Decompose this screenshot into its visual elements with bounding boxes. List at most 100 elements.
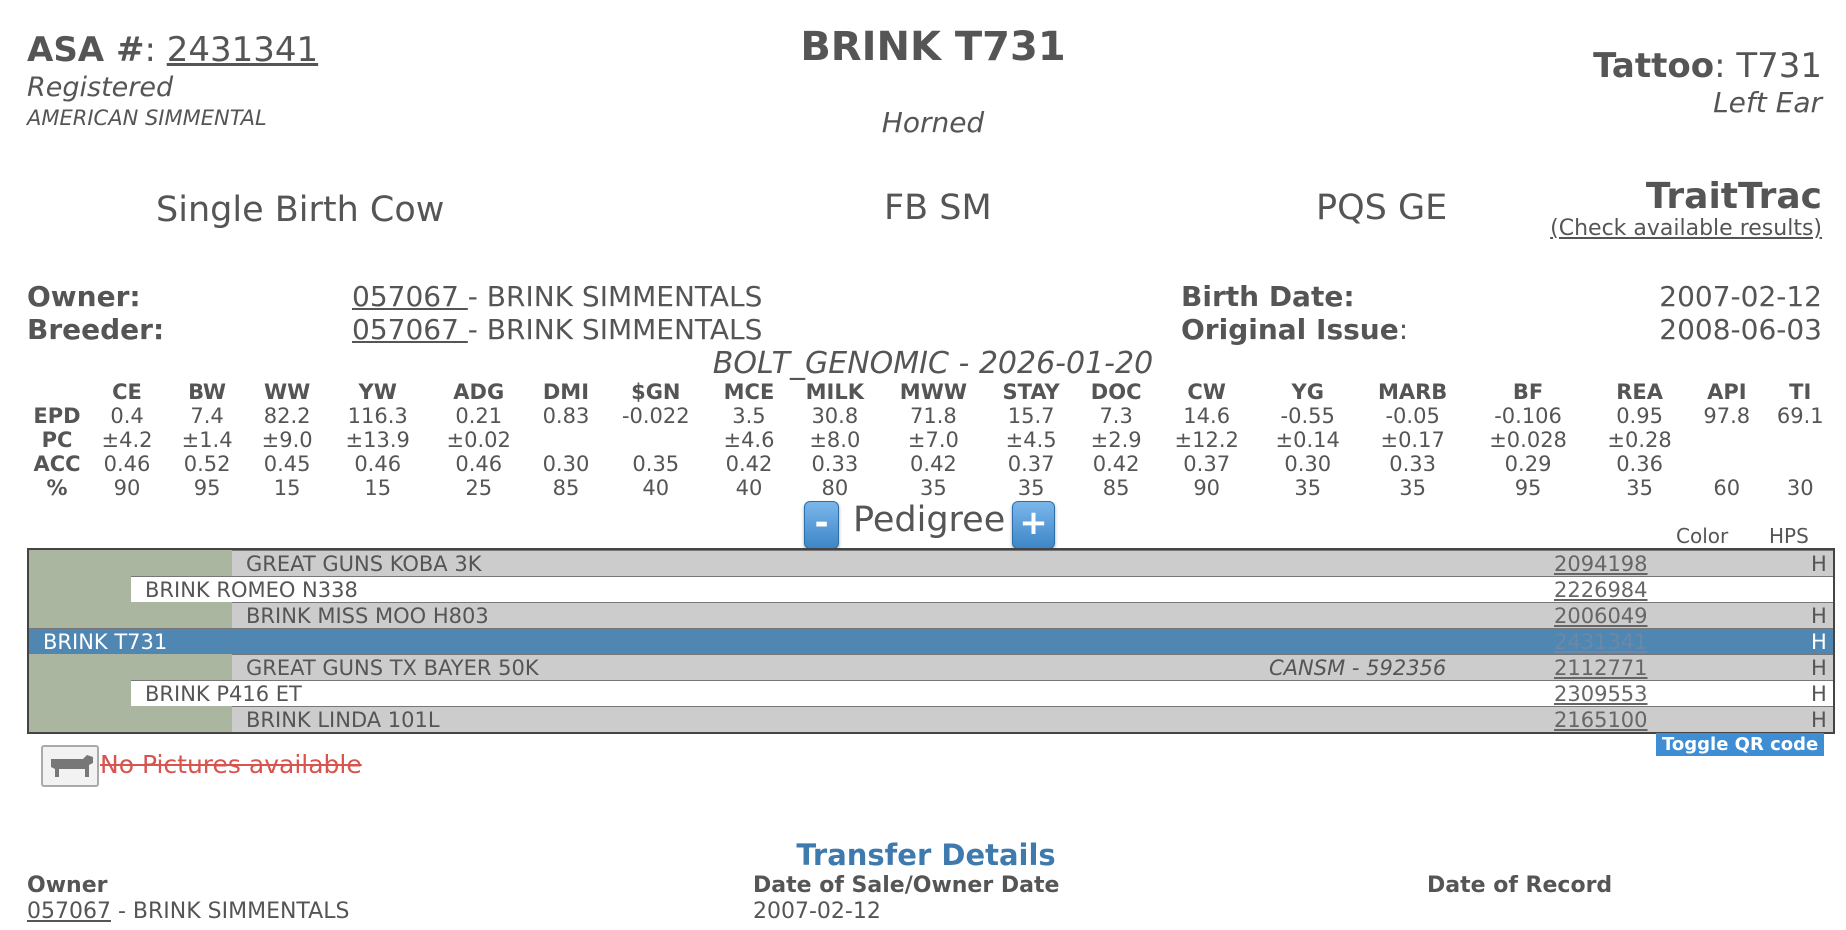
epd-cell — [1764, 428, 1838, 452]
epd-cell — [1690, 452, 1763, 476]
epd-column-header: CE — [112, 380, 142, 404]
pedigree-registration-link[interactable]: 2309553 — [1554, 682, 1648, 706]
epd-cell: 0.95 — [1616, 404, 1663, 428]
epd-cell: 0.42 — [725, 452, 773, 476]
pedigree-row: BRINK LINDA 101L 2165100 H — [232, 706, 1833, 732]
epd-cell: 0.33 — [811, 452, 859, 476]
transfer-owner-value: 057067 - BRINK SIMMENTALS — [27, 899, 349, 924]
pedigree-row: BRINK ROMEO N338 2226984 — [131, 576, 1833, 602]
epd-cell: 0.83 — [542, 404, 590, 428]
pedigree-expand-button[interactable]: + — [1012, 501, 1055, 549]
pedigree-hps: H — [1811, 682, 1827, 706]
original-issue-value: 2008-06-03 — [1659, 313, 1822, 346]
epd-cell: 0.42 — [910, 452, 957, 476]
epd-column-header: YW — [358, 380, 397, 404]
epd-cell: 15 — [364, 476, 392, 500]
epd-cell: 0.33 — [1389, 452, 1437, 476]
epd-cell: -0.55 — [1280, 404, 1335, 428]
epd-header-row: CE BW WW YW ADG DMI $GN MCE MILK MWW STAY DOC CW YG MA… — [27, 380, 1837, 404]
pedigree-animal-name: BRINK T731 — [43, 630, 168, 654]
epd-cell: 80 — [821, 476, 849, 500]
epd-column-header: MCE — [723, 380, 775, 404]
epd-cell — [529, 428, 602, 452]
epd-cell: 35 — [1399, 476, 1427, 500]
birth-type: Single Birth Cow — [156, 190, 445, 230]
transfer-sale-date: 2007-02-12 — [753, 899, 881, 924]
original-issue-label: Original Issue: — [1181, 313, 1409, 346]
breeder-id-link[interactable]: 057067 — [352, 313, 468, 346]
epd-cell: 0.52 — [183, 452, 231, 476]
pedigree-registration-link[interactable]: 2006049 — [1554, 604, 1648, 628]
pedigree-row: GREAT GUNS KOBA 3K 2094198 H — [232, 550, 1833, 576]
pedigree-registration-link[interactable]: 2094198 — [1554, 552, 1648, 576]
pedigree-registration-link[interactable]: 2165100 — [1554, 708, 1648, 732]
epd-cell: 0.42 — [1092, 452, 1140, 476]
epd-cell: 35 — [1294, 476, 1322, 500]
epd-cell: 0.46 — [354, 452, 402, 476]
transfer-date-header: Date of Sale/Owner Date — [753, 873, 1060, 898]
epd-cell: 30 — [1786, 476, 1814, 500]
pedigree-registration-link[interactable]: 2226984 — [1554, 578, 1648, 602]
pedigree-registration-link[interactable]: 2431341 — [1554, 630, 1648, 654]
epd-cell: 0.45 — [263, 452, 311, 476]
epd-cell: 71.8 — [910, 404, 957, 428]
epd-column-header: CW — [1187, 380, 1226, 404]
epd-cell: 0.4 — [110, 404, 144, 428]
epd-cell: 0.37 — [1007, 452, 1055, 476]
epd-cell: -0.05 — [1385, 404, 1440, 428]
epd-cell: ±1.4 — [181, 428, 233, 452]
epd-cell: ±4.2 — [101, 428, 153, 452]
registration-status: Registered — [27, 72, 174, 103]
epd-cell: ±12.2 — [1174, 428, 1239, 452]
epd-cell: 14.6 — [1183, 404, 1231, 428]
epd-cell: ±4.6 — [723, 428, 775, 452]
epd-cell: 95 — [193, 476, 221, 500]
breeder-name: - BRINK SIMMENTALS — [467, 313, 763, 346]
epd-cell — [1690, 428, 1763, 452]
epd-cell: 69.1 — [1776, 404, 1824, 428]
breed-code: FB SM — [884, 188, 992, 228]
transfer-owner-name: - BRINK SIMMENTALS — [110, 899, 350, 924]
epd-column-header: $GN — [631, 380, 681, 404]
epd-cell: 85 — [552, 476, 580, 500]
toggle-qr-code-button[interactable]: Toggle QR code — [1656, 733, 1825, 756]
tattoo-label: Tattoo — [1593, 46, 1715, 86]
epd-column-header: MILK — [805, 380, 864, 404]
owner-value: 057067 - BRINK SIMMENTALS — [352, 280, 762, 313]
birth-date-label: Birth Date: — [1181, 280, 1355, 313]
epd-cell: -0.106 — [1494, 404, 1562, 428]
epd-cell: 0.30 — [542, 452, 590, 476]
epd-cell: 0.36 — [1616, 452, 1663, 476]
traittrac-results-link[interactable]: (Check available results) — [1550, 216, 1822, 241]
owner-name: - BRINK SIMMENTALS — [467, 280, 763, 313]
pedigree-registration-link[interactable]: 2112771 — [1554, 656, 1648, 680]
asa-number-link[interactable]: 2431341 — [166, 30, 319, 70]
owner-id-link[interactable]: 057067 — [352, 280, 468, 313]
pedigree-animal-name: BRINK MISS MOO H803 — [246, 604, 489, 628]
pedigree-hps: H — [1811, 552, 1827, 576]
epd-cell: -0.022 — [621, 404, 690, 428]
color-column-header: Color — [1676, 524, 1729, 548]
epd-column-header: YG — [1291, 380, 1324, 404]
epd-cell: ±7.0 — [907, 428, 959, 452]
epd-cell: 97.8 — [1703, 404, 1751, 428]
traittrac-title: TraitTrac — [1645, 176, 1822, 217]
epd-cell: 0.35 — [632, 452, 680, 476]
epd-row: % 90 95 15 15 25 85 40 40 80 35 35 85 90 35 35 95 35 60 30 — [27, 476, 1837, 500]
transfer-owner-link[interactable]: 057067 — [27, 899, 111, 924]
epd-column-header: DOC — [1090, 380, 1142, 404]
epd-column-header: TI — [1789, 380, 1812, 404]
pedigree-subject-row: BRINK T731 2431341 H — [29, 628, 1833, 654]
epd-cell: 0.21 — [455, 404, 503, 428]
animal-name: BRINK T731 — [800, 24, 1066, 70]
pedigree-hps: H — [1811, 708, 1827, 732]
epd-body: EPD 0.4 7.4 82.2 116.3 0.21 0.83 -0.022 3.5 30.8 7… — [27, 404, 1837, 500]
pedigree-animal-name: GREAT GUNS KOBA 3K — [246, 552, 482, 576]
epd-cell: 7.4 — [190, 404, 224, 428]
pedigree-collapse-button[interactable]: - — [804, 501, 839, 549]
epd-cell: 35 — [1626, 476, 1653, 500]
breed-association: AMERICAN SIMMENTAL — [27, 106, 267, 130]
epd-row: PC ±4.2 ±1.4 ±9.0 ±13.9 ±0.02 ±4.6 ±8.0 ±7.0 ±4.5… — [27, 428, 1837, 452]
horn-status: Horned — [881, 106, 985, 139]
pedigree-animal-name: BRINK ROMEO N338 — [145, 578, 358, 602]
